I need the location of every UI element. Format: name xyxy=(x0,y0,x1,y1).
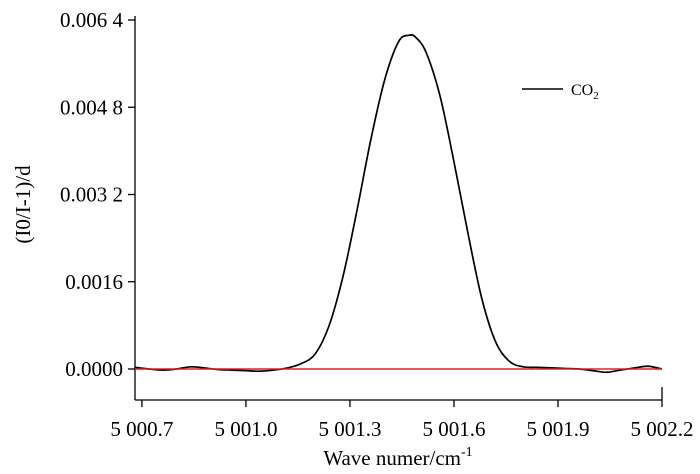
x-tick-label: 5 000.7 xyxy=(110,417,173,441)
legend-label-co2: CO2 xyxy=(571,82,599,102)
x-axis-title-superscript: -1 xyxy=(461,445,473,460)
y-ticks: 0.0000 0.0016 0.003 2 0.004 8 0.006 4 xyxy=(60,8,135,381)
plot-area: 5 000.7 5 001.0 5 001.3 5 001.6 5 001.9 5 002… xyxy=(60,8,694,441)
y-tick-label: 0.006 4 xyxy=(60,8,124,32)
y-tick-label: 0.0000 xyxy=(65,357,123,381)
x-axis-title-main: Wave numer/cm xyxy=(323,446,461,470)
x-ticks: 5 000.7 5 001.0 5 001.3 5 001.6 5 001.9 5 002… xyxy=(110,400,694,441)
y-tick-label: 0.0016 xyxy=(65,270,123,294)
y-tick-label: 0.004 8 xyxy=(60,95,123,119)
y-axis-title: (I0/I-1)/d xyxy=(11,165,35,244)
x-tick-label: 5 001.9 xyxy=(526,417,589,441)
x-tick-label: 5 001.6 xyxy=(422,417,485,441)
x-tick-label: 5 002.2 xyxy=(631,417,694,441)
legend: CO2 xyxy=(522,82,599,102)
legend-label-subscript: 2 xyxy=(593,90,599,102)
x-tick-label: 5 001.3 xyxy=(318,417,381,441)
x-tick-label: 5 001.0 xyxy=(214,417,277,441)
x-axis-title: Wave numer/cm-1 xyxy=(323,445,472,470)
y-tick-label: 0.003 2 xyxy=(60,183,123,207)
legend-label-main: CO xyxy=(571,82,593,99)
series-layer xyxy=(134,34,663,374)
